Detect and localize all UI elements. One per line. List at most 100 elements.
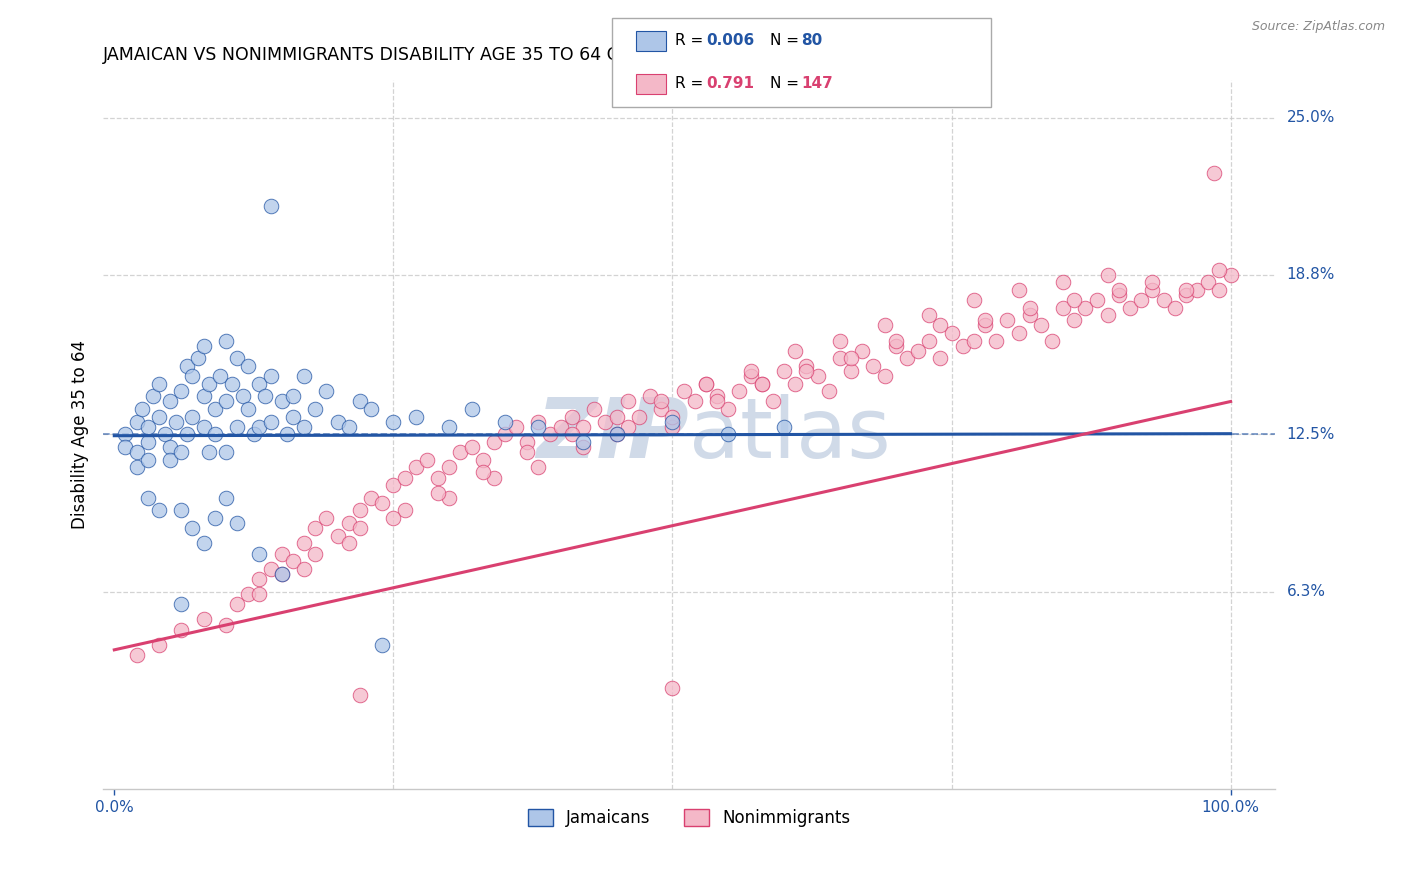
- Point: [918, 309, 941, 323]
- Point: [717, 402, 740, 417]
- Point: [873, 369, 896, 384]
- Point: [695, 376, 717, 391]
- Point: [1018, 309, 1040, 323]
- Point: [249, 572, 271, 586]
- Point: [259, 369, 281, 384]
- Point: [170, 445, 193, 459]
- Point: [516, 445, 538, 459]
- Point: [796, 364, 818, 378]
- Point: [740, 369, 762, 384]
- Point: [1097, 309, 1119, 323]
- Point: [125, 415, 148, 429]
- Point: [672, 384, 695, 399]
- Point: [215, 394, 238, 409]
- Point: [896, 351, 918, 366]
- Point: [728, 384, 751, 399]
- Point: [170, 623, 193, 637]
- Point: [1063, 313, 1085, 327]
- Point: [371, 638, 394, 652]
- Point: [773, 420, 796, 434]
- Y-axis label: Disability Age 35 to 64: Disability Age 35 to 64: [72, 340, 89, 529]
- Point: [740, 364, 762, 378]
- Point: [986, 334, 1008, 348]
- Point: [494, 427, 516, 442]
- Point: [437, 420, 460, 434]
- Point: [304, 402, 326, 417]
- Point: [226, 516, 249, 530]
- Point: [1029, 318, 1052, 333]
- Point: [683, 394, 706, 409]
- Point: [349, 689, 371, 703]
- Text: 12.5%: 12.5%: [1286, 427, 1334, 442]
- Point: [1185, 283, 1208, 297]
- Point: [929, 351, 952, 366]
- Point: [215, 491, 238, 505]
- Point: [751, 376, 773, 391]
- Point: [405, 460, 427, 475]
- Point: [796, 359, 818, 373]
- Legend: Jamaicans, Nonimmigrants: Jamaicans, Nonimmigrants: [522, 803, 858, 834]
- Point: [627, 409, 650, 424]
- Point: [572, 420, 595, 434]
- Point: [243, 427, 266, 442]
- Point: [292, 562, 315, 576]
- Point: [706, 389, 728, 403]
- Point: [148, 376, 170, 391]
- Text: 18.8%: 18.8%: [1286, 268, 1334, 282]
- Point: [148, 503, 170, 517]
- Point: [114, 427, 136, 442]
- Point: [176, 427, 198, 442]
- Point: [1063, 293, 1085, 307]
- Point: [583, 402, 606, 417]
- Point: [1097, 268, 1119, 282]
- Text: atlas: atlas: [689, 394, 891, 475]
- Point: [253, 389, 276, 403]
- Point: [170, 503, 193, 517]
- Text: 0.791: 0.791: [706, 77, 754, 91]
- Point: [193, 536, 215, 550]
- Point: [817, 384, 839, 399]
- Point: [617, 394, 640, 409]
- Point: [873, 318, 896, 333]
- Point: [281, 409, 304, 424]
- Point: [187, 351, 209, 366]
- Point: [839, 364, 862, 378]
- Point: [661, 681, 683, 695]
- Point: [828, 351, 851, 366]
- Point: [572, 440, 595, 454]
- Point: [1175, 283, 1198, 297]
- Point: [907, 343, 929, 358]
- Point: [1052, 276, 1074, 290]
- Point: [315, 511, 337, 525]
- Point: [550, 420, 572, 434]
- Point: [449, 445, 471, 459]
- Point: [527, 420, 550, 434]
- Point: [839, 351, 862, 366]
- Point: [1052, 301, 1074, 315]
- Point: [136, 491, 159, 505]
- Point: [292, 369, 315, 384]
- Point: [249, 547, 271, 561]
- Point: [482, 470, 505, 484]
- Point: [963, 293, 986, 307]
- Point: [1007, 283, 1029, 297]
- Point: [516, 435, 538, 450]
- Point: [337, 420, 360, 434]
- Point: [661, 409, 683, 424]
- Point: [1085, 293, 1108, 307]
- Point: [209, 369, 232, 384]
- Point: [159, 440, 181, 454]
- Point: [292, 536, 315, 550]
- Point: [1130, 293, 1153, 307]
- Point: [806, 369, 828, 384]
- Point: [1108, 283, 1130, 297]
- Point: [1007, 326, 1029, 340]
- Point: [884, 339, 907, 353]
- Point: [198, 376, 221, 391]
- Point: [276, 427, 298, 442]
- Point: [270, 394, 292, 409]
- Text: ZIP: ZIP: [537, 394, 689, 475]
- Point: [281, 554, 304, 568]
- Point: [215, 445, 238, 459]
- Point: [460, 402, 482, 417]
